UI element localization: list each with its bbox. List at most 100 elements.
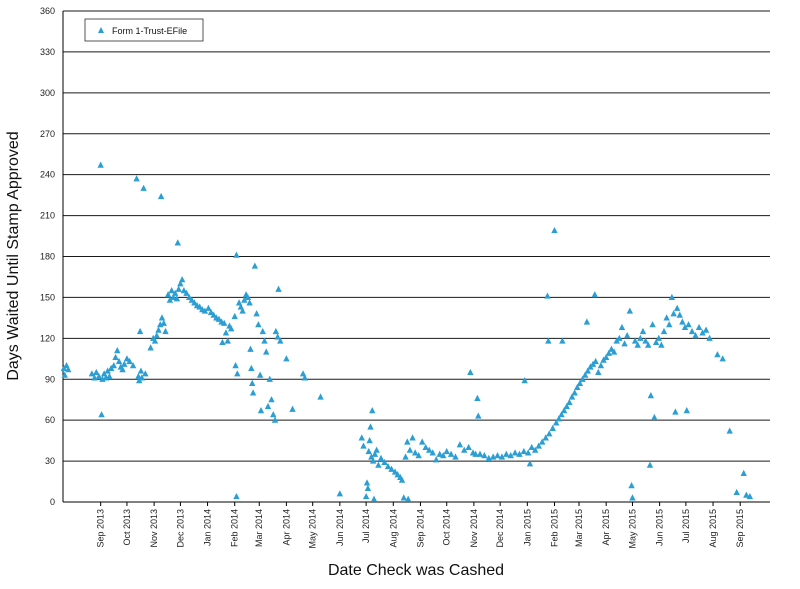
data-point — [283, 355, 290, 362]
data-point — [683, 407, 690, 414]
y-tick-label: 30 — [45, 456, 55, 466]
data-point — [695, 323, 703, 331]
x-tick-label: Nov 2013 — [149, 509, 159, 548]
data-point — [447, 450, 455, 457]
y-tick-label: 300 — [40, 88, 55, 98]
data-point — [655, 334, 662, 341]
x-tick-label: Feb 2015 — [549, 509, 559, 547]
data-point — [257, 407, 265, 414]
data-point — [476, 450, 484, 457]
data-point — [270, 411, 277, 418]
y-tick-label: 60 — [45, 415, 55, 425]
data-point — [207, 308, 215, 316]
data-point — [219, 338, 226, 346]
data-point — [366, 437, 373, 444]
data-point — [576, 379, 584, 386]
data-point — [97, 161, 104, 168]
data-point — [660, 327, 668, 335]
data-point — [681, 323, 689, 331]
data-point — [626, 307, 634, 314]
x-tick-label: Mar 2014 — [254, 509, 264, 547]
data-point — [637, 334, 644, 341]
data-point — [409, 434, 416, 441]
data-point — [422, 443, 429, 451]
data-point — [406, 446, 414, 453]
data-point — [177, 280, 184, 287]
data-point — [581, 371, 589, 378]
data-point — [121, 360, 128, 367]
data-point — [135, 372, 142, 380]
data-point — [138, 374, 146, 381]
data-point — [415, 452, 422, 459]
data-point — [649, 321, 656, 328]
data-point — [574, 383, 581, 391]
data-point — [740, 469, 747, 476]
data-point — [289, 405, 296, 412]
data-point — [136, 327, 144, 335]
data-point — [133, 175, 140, 182]
data-point — [583, 318, 591, 325]
y-tick-label: 210 — [40, 211, 55, 221]
data-point — [623, 332, 631, 339]
data-point — [61, 371, 68, 378]
data-point — [673, 304, 681, 311]
data-point — [672, 408, 679, 415]
data-point — [610, 348, 618, 355]
data-point — [98, 411, 105, 418]
data-point — [220, 319, 228, 326]
data-point — [714, 351, 721, 358]
x-tick-label: Oct 2013 — [122, 509, 132, 546]
data-point — [196, 303, 203, 310]
data-point — [253, 310, 260, 317]
data-point — [115, 357, 123, 365]
data-point — [367, 423, 374, 430]
data-point — [65, 366, 72, 373]
data-point — [528, 443, 535, 451]
y-tick-label: 150 — [40, 292, 55, 302]
data-point — [215, 315, 223, 322]
data-point — [702, 326, 710, 333]
data-point — [248, 364, 255, 371]
data-point — [274, 333, 281, 340]
data-point — [429, 449, 436, 456]
data-point — [171, 289, 179, 296]
data-point — [153, 332, 160, 339]
data-point — [532, 446, 539, 453]
x-tick-label: Aug 2014 — [388, 509, 398, 548]
data-point — [605, 349, 613, 356]
data-point — [160, 319, 167, 326]
y-tick-labels: 0 30 60 90 120 150 180 210 240 270 300 330 360 — [40, 6, 55, 507]
data-point — [231, 312, 238, 320]
data-point — [647, 392, 655, 399]
x-tick-label: Aug 2015 — [708, 509, 718, 548]
data-point — [272, 327, 280, 335]
data-point — [256, 371, 264, 378]
data-point — [391, 468, 399, 475]
data-point — [191, 299, 198, 306]
data-point — [173, 295, 181, 302]
data-point — [275, 285, 282, 292]
data-point — [553, 419, 560, 426]
y-tick-label: 330 — [40, 47, 55, 57]
data-point — [388, 465, 395, 472]
grid-lines — [63, 10, 770, 503]
data-point — [579, 375, 586, 382]
data-point — [371, 450, 379, 457]
data-point — [364, 484, 372, 491]
data-point — [433, 456, 440, 463]
data-point — [692, 332, 699, 339]
x-tick-label: Oct 2014 — [442, 509, 452, 546]
data-point — [233, 251, 240, 258]
x-tick-label: Sep 2014 — [415, 509, 425, 548]
data-point — [591, 291, 598, 298]
data-point — [481, 452, 488, 459]
data-point — [263, 348, 270, 355]
data-point — [106, 372, 113, 380]
x-tick-label: Feb 2014 — [230, 509, 240, 547]
data-point — [394, 471, 401, 478]
data-point — [688, 327, 696, 335]
data-point — [618, 323, 626, 331]
y-tick-label: 0 — [50, 497, 55, 507]
data-point — [411, 449, 419, 456]
data-point — [465, 443, 472, 451]
